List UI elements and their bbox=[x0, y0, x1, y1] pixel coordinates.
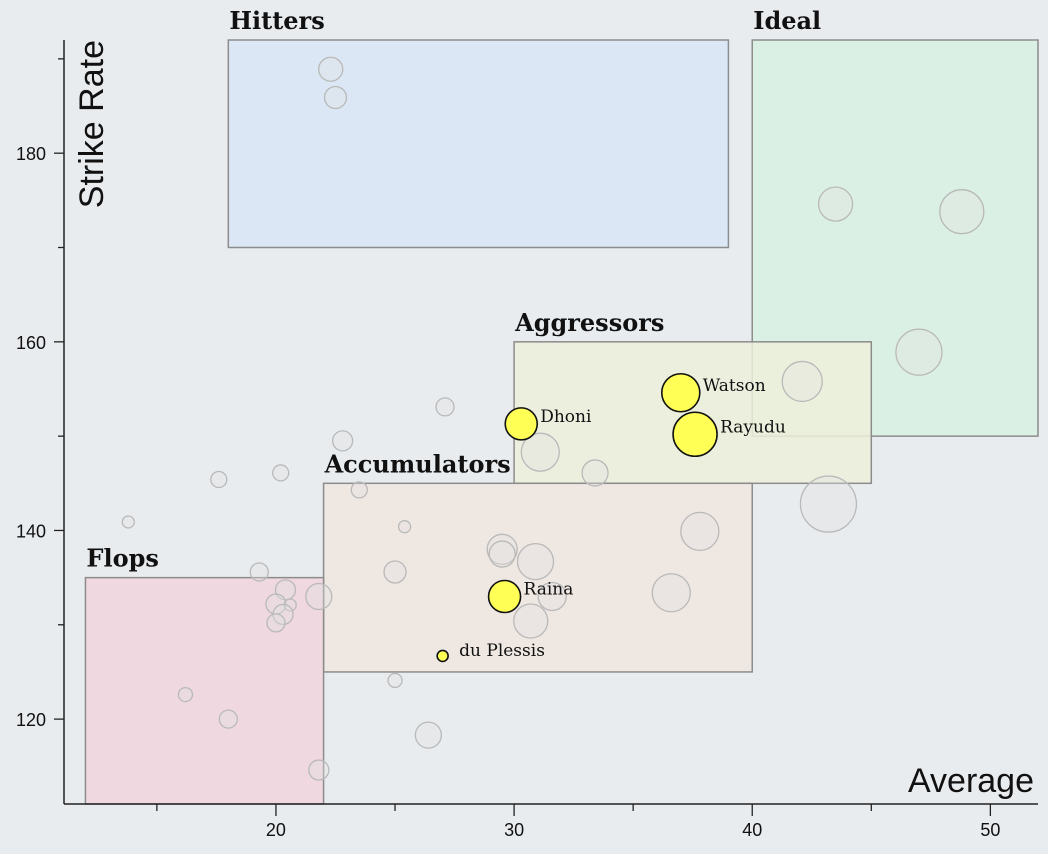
player-bubble bbox=[516, 542, 555, 581]
player-bubble bbox=[308, 759, 330, 781]
player-bubble bbox=[350, 481, 368, 499]
player-bubble bbox=[177, 686, 194, 703]
player-bubble bbox=[799, 475, 858, 533]
player-bubble bbox=[513, 603, 549, 639]
zone-labels-layer: Hitters Ideal Aggressors Accumulators Flops bbox=[86, 6, 821, 573]
zone-label-accumulators: Accumulators bbox=[324, 449, 511, 478]
player-bubble bbox=[218, 709, 238, 729]
player-bubble bbox=[331, 430, 354, 452]
highlighted-players-layer: Watson Rayudu Dhoni Raina du Plessis bbox=[436, 372, 786, 663]
zone-flops bbox=[84, 576, 325, 805]
player-bubble bbox=[210, 470, 228, 489]
player-bubble bbox=[895, 328, 943, 376]
player-label-rayudu: Rayudu bbox=[720, 417, 786, 437]
y-axis-ticks: 120 140 160 180 bbox=[16, 58, 64, 730]
player-label-dhoni: Dhoni bbox=[540, 407, 592, 427]
player-label-raina: Raina bbox=[524, 579, 574, 599]
zone-label-aggressors: Aggressors bbox=[514, 308, 664, 337]
other-players-layer bbox=[121, 56, 985, 781]
player-bubble bbox=[397, 520, 412, 534]
player-bubble bbox=[266, 613, 286, 633]
player-bubble-dhoni[interactable] bbox=[504, 407, 539, 441]
player-bubble bbox=[781, 360, 823, 403]
x-axis-ticks: 20 30 40 50 bbox=[156, 804, 1000, 840]
zone-label-ideal: Ideal bbox=[753, 6, 821, 35]
player-bubble bbox=[121, 515, 135, 529]
zone-hitters bbox=[227, 39, 730, 249]
y-tick-label: 160 bbox=[16, 333, 46, 353]
zone-label-flops: Flops bbox=[86, 544, 158, 573]
x-tick-label: 40 bbox=[742, 820, 762, 840]
x-axis-title: Average bbox=[908, 762, 1034, 800]
x-tick-label: 30 bbox=[504, 820, 524, 840]
player-bubble bbox=[651, 573, 691, 613]
player-bubble bbox=[435, 397, 455, 417]
player-bubble bbox=[817, 186, 854, 222]
player-bubble bbox=[323, 85, 348, 110]
player-label-watson: Watson bbox=[703, 376, 766, 396]
player-bubble bbox=[318, 56, 344, 82]
y-axis-title: Strike Rate bbox=[73, 40, 111, 208]
y-tick-label: 120 bbox=[16, 710, 46, 730]
player-bubble bbox=[488, 540, 516, 568]
player-bubble bbox=[305, 582, 333, 611]
x-tick-label: 50 bbox=[980, 820, 1000, 840]
player-bubble bbox=[520, 432, 560, 472]
player-bubble bbox=[486, 533, 518, 565]
player-bubble bbox=[414, 721, 443, 749]
player-bubble bbox=[249, 562, 269, 582]
y-tick-label: 180 bbox=[16, 144, 46, 164]
player-bubble-du-plessis[interactable] bbox=[436, 649, 449, 663]
zone-label-hitters: Hitters bbox=[229, 6, 324, 35]
axes-layer: 20 30 40 50 120 140 160 180 bbox=[16, 40, 1038, 840]
player-bubble bbox=[272, 464, 290, 482]
player-bubble bbox=[383, 560, 407, 584]
player-bubble-raina[interactable] bbox=[487, 579, 522, 614]
player-label-du-plessis: du Plessis bbox=[459, 641, 545, 661]
zone-accumulators bbox=[322, 482, 753, 673]
player-bubble bbox=[680, 511, 720, 552]
player-bubble-rayudu[interactable] bbox=[672, 411, 718, 458]
x-tick-label: 20 bbox=[266, 820, 286, 840]
player-bubble bbox=[939, 189, 985, 235]
player-bubble-watson[interactable] bbox=[660, 372, 701, 413]
y-tick-label: 140 bbox=[16, 521, 46, 541]
player-bubble bbox=[581, 459, 609, 487]
player-bubble bbox=[537, 581, 567, 612]
player-bubble bbox=[387, 672, 403, 689]
